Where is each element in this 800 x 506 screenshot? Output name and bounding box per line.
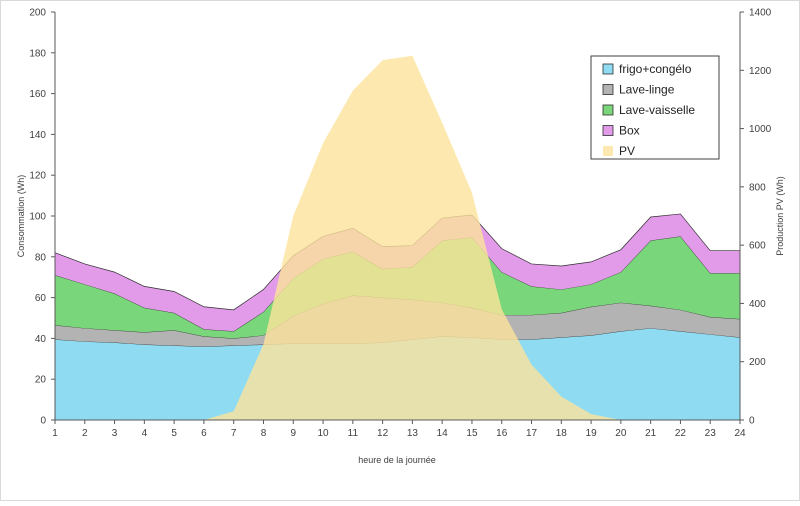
left-tick-label: 80 xyxy=(35,252,47,263)
legend-label-box: Box xyxy=(619,124,640,138)
area-series-pv xyxy=(55,55,740,420)
right-tick-label: 800 xyxy=(749,182,766,193)
right-tick-label: 1000 xyxy=(749,124,772,135)
axes xyxy=(51,11,744,424)
x-tick-label: 6 xyxy=(201,428,207,439)
left-axis-tick-labels: 0 20 40 60 80 100 120 140 160 180 200 xyxy=(29,8,46,427)
x-tick-label: 3 xyxy=(112,428,118,439)
legend-swatch-frigo-congelo xyxy=(602,63,614,75)
right-tick-label: 200 xyxy=(749,357,766,368)
x-tick-label: 18 xyxy=(556,428,568,439)
right-tick-label: 600 xyxy=(749,241,766,252)
x-tick-label: 14 xyxy=(437,428,449,439)
x-tick-label: 16 xyxy=(496,428,508,439)
right-tick-label: 1200 xyxy=(749,66,772,77)
x-tick-label: 21 xyxy=(645,428,657,439)
left-tick-label: 120 xyxy=(29,171,46,182)
right-tick-label: 0 xyxy=(749,416,755,427)
legend-swatch-lave-linge xyxy=(602,84,614,95)
x-tick-label: 9 xyxy=(290,428,296,439)
right-axis-tick-labels: 0 200 400 600 800 1000 1200 1400 xyxy=(749,8,772,427)
x-axis-title: heure de la journée xyxy=(358,455,436,465)
x-tick-label: 24 xyxy=(734,428,746,439)
x-tick-label: 5 xyxy=(171,428,177,439)
left-axis-title: Consommation (Wh) xyxy=(16,175,26,258)
left-tick-label: 40 xyxy=(35,334,47,345)
x-tick-label: 17 xyxy=(526,428,538,439)
legend-swatch-box xyxy=(602,125,614,136)
left-tick-label: 160 xyxy=(29,89,46,100)
x-tick-label: 13 xyxy=(407,428,419,439)
x-tick-label: 7 xyxy=(231,428,237,439)
legend-label-lave-vaisselle: Lave-vaisselle xyxy=(619,103,695,117)
legend-label-lave-linge: Lave-linge xyxy=(619,83,675,97)
legend-swatch-pv xyxy=(603,146,613,156)
legend-label-pv: PV xyxy=(619,144,635,158)
legend-swatch-lave-vaisselle xyxy=(602,104,614,116)
x-tick-label: 11 xyxy=(348,428,359,439)
left-tick-label: 100 xyxy=(29,212,46,223)
area-series-box xyxy=(55,213,740,332)
left-tick-label: 20 xyxy=(35,375,47,386)
series-areas xyxy=(54,55,741,420)
right-axis-title: Production PV (Wh) xyxy=(775,176,785,256)
x-tick-label: 15 xyxy=(466,428,478,439)
x-tick-label: 1 xyxy=(52,428,58,439)
x-tick-label: 23 xyxy=(705,428,717,439)
x-tick-label: 22 xyxy=(675,428,687,439)
x-tick-label: 12 xyxy=(377,428,389,439)
x-tick-label: 20 xyxy=(615,428,627,439)
x-tick-label: 10 xyxy=(317,428,329,439)
x-axis-tick-labels: 1 2 3 4 5 6 7 8 9 10 11 12 13 14 15 16 17 18 19 20 21 22 23 24 xyxy=(52,428,746,439)
x-tick-label: 19 xyxy=(586,428,598,439)
x-tick-label: 4 xyxy=(142,428,148,439)
legend-label-frigo-congelo: frigo+congélo xyxy=(619,62,692,76)
left-tick-label: 180 xyxy=(29,48,46,59)
right-tick-label: 1400 xyxy=(749,8,772,19)
x-tick-label: 2 xyxy=(82,428,88,439)
left-tick-label: 0 xyxy=(40,416,46,427)
x-tick-label: 8 xyxy=(261,428,267,439)
left-tick-label: 140 xyxy=(29,130,46,141)
left-tick-label: 200 xyxy=(29,8,46,19)
legend: frigo+congélo Lave-linge Lave-vaisselle Box… xyxy=(590,55,720,160)
left-tick-label: 60 xyxy=(35,293,47,304)
right-tick-label: 400 xyxy=(749,299,766,310)
